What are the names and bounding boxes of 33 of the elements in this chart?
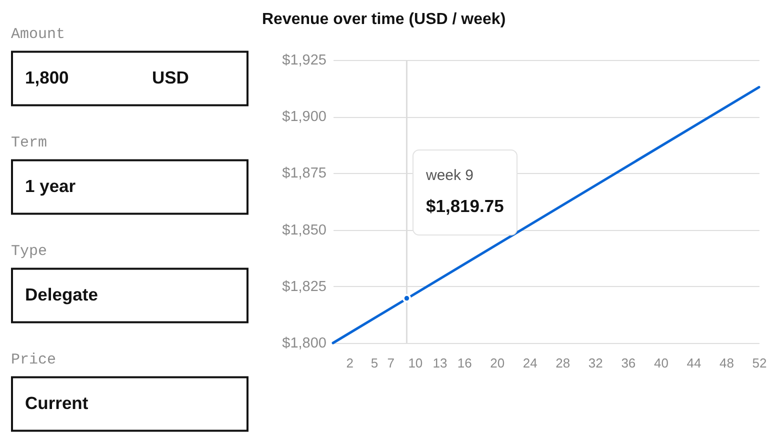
y-tick-label: $1,800 (282, 336, 326, 352)
category-label: Price (11, 352, 56, 369)
annotation: week 9 (425, 167, 474, 184)
y-tick-label: $1,925 (282, 52, 326, 68)
text: USD (152, 68, 189, 88)
x-tick-label: 24 (522, 356, 538, 370)
x-tick-label: 13 (432, 356, 448, 370)
x-tick-label: 32 (588, 356, 603, 370)
y-tick-label: $1,825 (282, 278, 326, 295)
x-tick-label: 48 (719, 356, 734, 370)
x-tick-label: 5 (370, 356, 378, 370)
annotation: $1,819.75 (426, 196, 504, 216)
y-tick-label: $1,850 (282, 222, 326, 238)
x-tick-label: 28 (556, 356, 570, 370)
chart-title: Revenue over time (USD / week) (262, 11, 506, 28)
y-tick-label: $1,900 (282, 109, 326, 126)
x-tick-label: 20 (490, 356, 505, 370)
x-tick-label: 2 (346, 356, 354, 370)
x-tick-label: 16 (457, 356, 472, 370)
category-label: Term (11, 134, 48, 152)
category-label: Type (11, 243, 48, 260)
x-tick-label: 10 (408, 356, 423, 370)
category-label: Amount (11, 26, 66, 44)
text: Current (25, 393, 88, 414)
x-tick-label: 36 (621, 356, 636, 370)
text: 1 year (25, 176, 76, 196)
x-tick-label: 7 (387, 356, 394, 370)
x-tick-label: 40 (654, 356, 668, 370)
y-tick-label: $1,875 (282, 166, 326, 182)
text: Delegate (25, 284, 98, 305)
x-tick-label: 44 (686, 356, 702, 370)
x-tick-label: 52 (752, 356, 767, 370)
text: 1,800 (25, 68, 70, 88)
